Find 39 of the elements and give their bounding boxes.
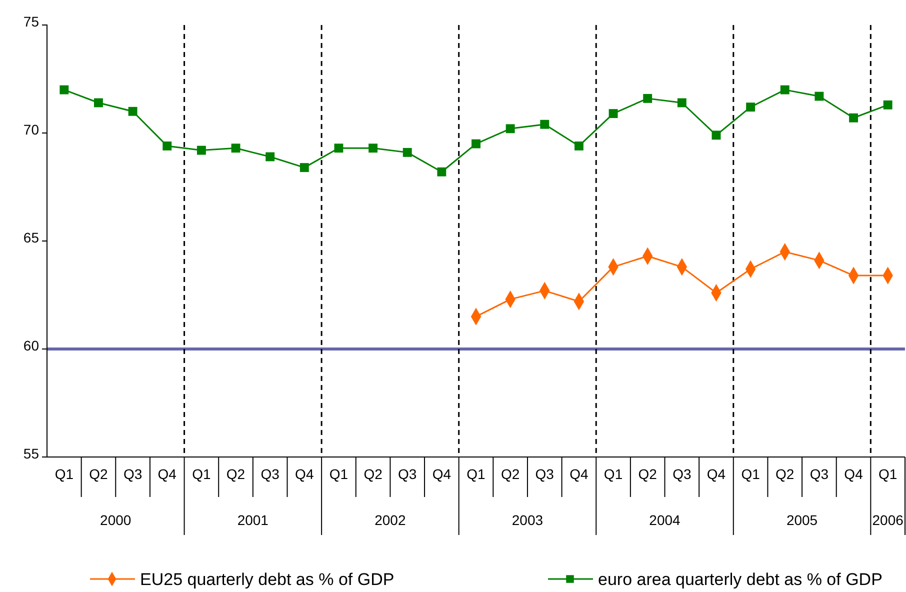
- text: 2000: [100, 512, 132, 528]
- x-tick-label: Q1: [466, 466, 486, 482]
- x-tick-label: Q3: [672, 466, 692, 482]
- x-tick-label: Q1: [878, 466, 898, 482]
- y-tick-label: 65: [23, 229, 40, 246]
- x-tick-label: Q2: [638, 466, 658, 482]
- y-tick-label: 60: [23, 337, 40, 354]
- x-tick-label: Q1: [329, 466, 348, 482]
- x-tick-label: Q3: [810, 466, 829, 482]
- text: 2005: [786, 512, 818, 528]
- x-tick-label: Q4: [570, 466, 589, 482]
- x-tick-label: Q4: [706, 466, 726, 482]
- text: 2001: [237, 512, 269, 528]
- x-tick-label: Q2: [226, 466, 246, 482]
- y-tick-label: 55: [23, 445, 40, 462]
- text: 2006: [872, 512, 904, 528]
- x-tick-label: Q3: [535, 466, 554, 482]
- x-tick-label: Q4: [432, 466, 452, 482]
- text: 2003: [512, 512, 544, 528]
- x-tick-label: Q2: [89, 466, 108, 482]
- x-tick-label: Q4: [844, 466, 864, 482]
- x-tick-label: Q3: [398, 466, 417, 482]
- text: 2004: [649, 512, 681, 528]
- x-tick-label: Q1: [604, 466, 623, 482]
- x-tick-label: Q1: [741, 466, 760, 482]
- legend-label: euro area quarterly debt as % of GDP: [598, 570, 882, 589]
- x-tick-label: Q2: [364, 466, 383, 482]
- x-tick-label: Q1: [54, 466, 74, 482]
- x-tick-label: Q2: [776, 466, 794, 482]
- y-tick-label: 70: [23, 121, 40, 138]
- legend-label: EU25 quarterly debt as % of GDP: [140, 570, 394, 589]
- x-tick-label: Q4: [158, 466, 177, 482]
- x-tick-label: Q4: [295, 466, 314, 482]
- text: 2002: [374, 512, 406, 528]
- y-tick-label: 75: [23, 13, 40, 30]
- x-tick-label: Q1: [192, 466, 211, 482]
- x-tick-label: Q3: [260, 466, 280, 482]
- x-tick-label: Q2: [500, 466, 520, 482]
- x-tick-label: Q3: [123, 466, 142, 482]
